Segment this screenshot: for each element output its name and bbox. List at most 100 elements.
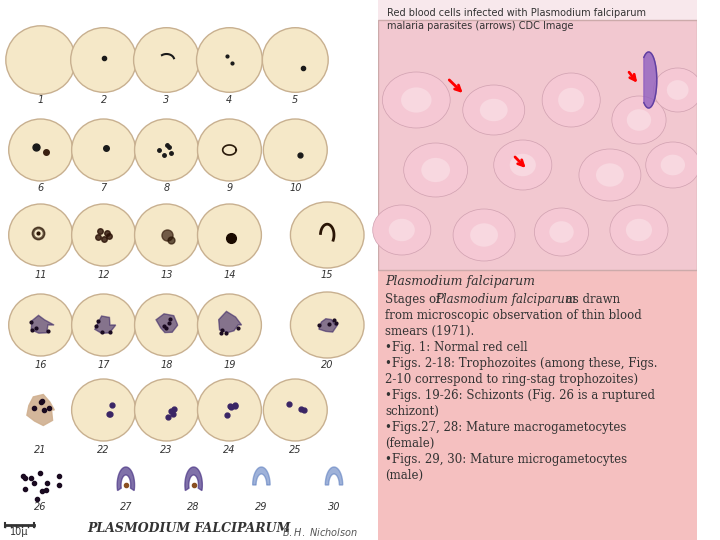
Ellipse shape bbox=[626, 219, 652, 241]
Text: 15: 15 bbox=[321, 270, 333, 280]
Text: •Figs. 19-26: Schizonts (Fig. 26 is a ruptured: •Figs. 19-26: Schizonts (Fig. 26 is a ru… bbox=[385, 389, 655, 402]
Ellipse shape bbox=[290, 292, 364, 358]
Text: •Figs. 2-18: Trophozoites (among these, Figs.: •Figs. 2-18: Trophozoites (among these, … bbox=[385, 357, 658, 370]
Text: 19: 19 bbox=[223, 360, 235, 370]
Text: Plasmodium falciparum: Plasmodium falciparum bbox=[385, 275, 535, 288]
Ellipse shape bbox=[534, 208, 589, 256]
Text: 23: 23 bbox=[161, 445, 173, 455]
Ellipse shape bbox=[494, 140, 552, 190]
Text: PLASMODIUM FALCIPARUM: PLASMODIUM FALCIPARUM bbox=[87, 522, 290, 535]
Ellipse shape bbox=[667, 80, 688, 100]
Text: 5: 5 bbox=[292, 95, 298, 105]
Ellipse shape bbox=[480, 99, 508, 122]
Bar bbox=[377, 20, 697, 270]
Ellipse shape bbox=[558, 88, 584, 112]
Ellipse shape bbox=[71, 28, 137, 92]
Ellipse shape bbox=[401, 87, 431, 113]
Text: smears (1971).: smears (1971). bbox=[385, 325, 474, 338]
Ellipse shape bbox=[135, 119, 199, 181]
Polygon shape bbox=[95, 314, 112, 338]
Text: 3: 3 bbox=[163, 95, 170, 105]
Ellipse shape bbox=[389, 219, 415, 241]
Text: as drawn: as drawn bbox=[562, 293, 621, 306]
Ellipse shape bbox=[264, 379, 327, 441]
Ellipse shape bbox=[404, 143, 467, 197]
Ellipse shape bbox=[135, 294, 199, 356]
Ellipse shape bbox=[579, 149, 641, 201]
Polygon shape bbox=[155, 315, 179, 336]
Ellipse shape bbox=[661, 154, 685, 176]
Text: 6: 6 bbox=[37, 183, 44, 193]
Ellipse shape bbox=[262, 28, 328, 92]
Text: 27: 27 bbox=[120, 502, 132, 512]
Text: 25: 25 bbox=[289, 445, 302, 455]
Ellipse shape bbox=[72, 204, 135, 266]
Text: (female): (female) bbox=[385, 437, 435, 450]
Ellipse shape bbox=[627, 109, 651, 131]
Text: 10: 10 bbox=[289, 183, 302, 193]
Text: 7: 7 bbox=[101, 183, 107, 193]
Ellipse shape bbox=[542, 73, 600, 127]
Ellipse shape bbox=[290, 202, 364, 268]
Ellipse shape bbox=[382, 72, 450, 128]
Polygon shape bbox=[644, 52, 657, 108]
Text: 18: 18 bbox=[161, 360, 173, 370]
Text: Red blood cells infected with Plasmodium falciparum
malaria parasites (arrows) C: Red blood cells infected with Plasmodium… bbox=[387, 8, 647, 31]
Text: •Figs. 29, 30: Mature microgametocytes: •Figs. 29, 30: Mature microgametocytes bbox=[385, 453, 627, 466]
Ellipse shape bbox=[135, 204, 199, 266]
Text: 13: 13 bbox=[161, 270, 173, 280]
Text: 10μ: 10μ bbox=[10, 527, 29, 537]
Text: 30: 30 bbox=[328, 502, 341, 512]
Ellipse shape bbox=[9, 204, 73, 266]
Text: from microscopic observation of thin blood: from microscopic observation of thin blo… bbox=[385, 309, 642, 322]
Ellipse shape bbox=[197, 294, 261, 356]
Text: 28: 28 bbox=[187, 502, 200, 512]
Polygon shape bbox=[185, 467, 202, 490]
Text: 2: 2 bbox=[101, 95, 107, 105]
Polygon shape bbox=[253, 467, 270, 485]
Ellipse shape bbox=[197, 379, 261, 441]
Text: (male): (male) bbox=[385, 469, 423, 482]
Text: 4: 4 bbox=[226, 95, 233, 105]
Ellipse shape bbox=[463, 85, 525, 135]
Bar bbox=[377, 0, 697, 270]
Ellipse shape bbox=[197, 28, 262, 92]
Ellipse shape bbox=[612, 96, 666, 144]
Text: 24: 24 bbox=[223, 445, 235, 455]
Ellipse shape bbox=[470, 224, 498, 247]
Text: 21: 21 bbox=[35, 445, 47, 455]
Ellipse shape bbox=[134, 28, 199, 92]
Text: schizont): schizont) bbox=[385, 405, 439, 418]
Polygon shape bbox=[325, 467, 343, 485]
Ellipse shape bbox=[549, 221, 574, 243]
Ellipse shape bbox=[197, 204, 261, 266]
Text: 20: 20 bbox=[321, 360, 333, 370]
Ellipse shape bbox=[421, 158, 450, 182]
Ellipse shape bbox=[596, 163, 624, 187]
Ellipse shape bbox=[197, 119, 261, 181]
Ellipse shape bbox=[510, 154, 536, 176]
Ellipse shape bbox=[610, 205, 668, 255]
Text: 26: 26 bbox=[35, 502, 47, 512]
Text: 1: 1 bbox=[37, 95, 44, 105]
Polygon shape bbox=[218, 314, 242, 336]
Ellipse shape bbox=[72, 119, 135, 181]
Ellipse shape bbox=[6, 26, 76, 94]
Text: 2-10 correspond to ring-stag trophozoites): 2-10 correspond to ring-stag trophozoite… bbox=[385, 373, 639, 386]
Text: •Fig. 1: Normal red cell: •Fig. 1: Normal red cell bbox=[385, 341, 528, 354]
Bar bbox=[0, 0, 377, 510]
Text: 8: 8 bbox=[163, 183, 170, 193]
Ellipse shape bbox=[72, 294, 135, 356]
Ellipse shape bbox=[264, 119, 327, 181]
Text: 16: 16 bbox=[35, 360, 47, 370]
Ellipse shape bbox=[9, 294, 73, 356]
Text: 14: 14 bbox=[223, 270, 235, 280]
Text: 12: 12 bbox=[97, 270, 110, 280]
Polygon shape bbox=[30, 396, 52, 426]
Ellipse shape bbox=[9, 119, 73, 181]
Text: 22: 22 bbox=[97, 445, 110, 455]
Text: Stages of: Stages of bbox=[385, 293, 444, 306]
Bar bbox=[377, 270, 697, 540]
Ellipse shape bbox=[453, 209, 515, 261]
Text: 29: 29 bbox=[255, 502, 268, 512]
